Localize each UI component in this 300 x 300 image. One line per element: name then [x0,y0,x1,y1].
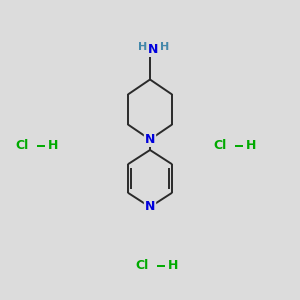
Text: H: H [246,139,256,152]
Text: H: H [48,139,58,152]
Text: N: N [148,43,158,56]
Text: Cl: Cl [213,139,226,152]
Text: N: N [145,200,155,214]
Text: N: N [145,133,155,146]
Text: Cl: Cl [15,139,28,152]
Text: H: H [168,259,178,272]
Text: Cl: Cl [135,259,148,272]
Text: H: H [160,43,169,52]
Text: H: H [138,43,147,52]
